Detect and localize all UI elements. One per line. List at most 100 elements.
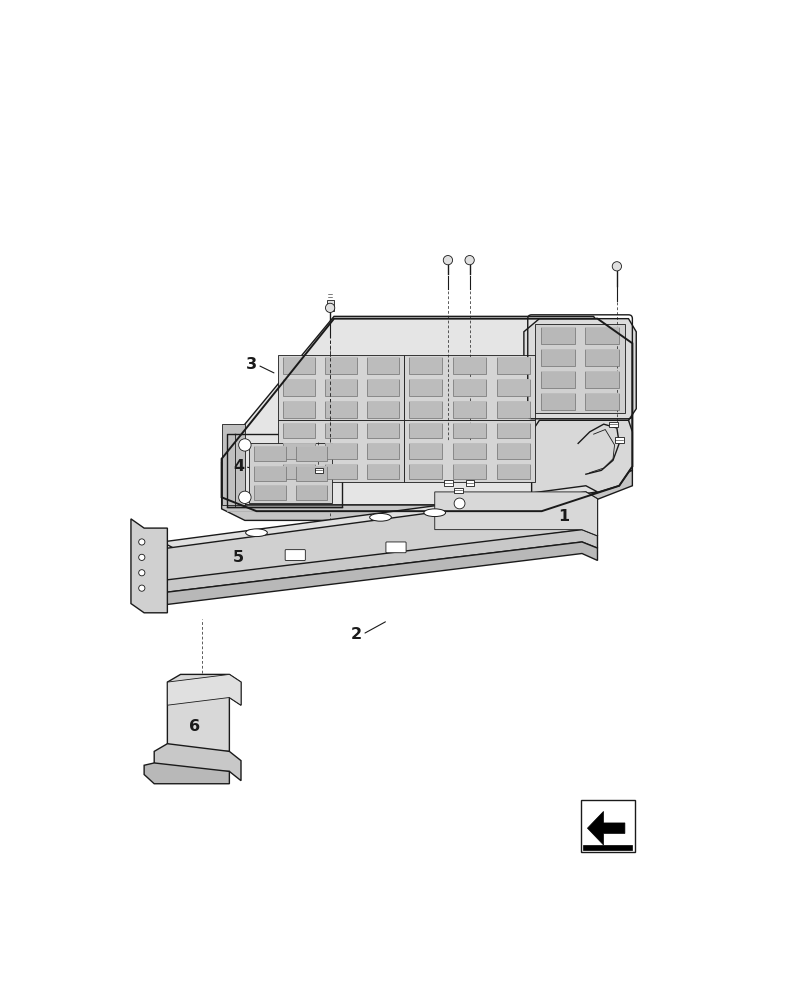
Text: 3: 3 [246,357,256,372]
Polygon shape [585,349,619,366]
Polygon shape [283,401,315,418]
Polygon shape [540,327,574,344]
Polygon shape [585,371,619,388]
Polygon shape [324,443,357,459]
Polygon shape [496,443,530,459]
Polygon shape [161,486,597,549]
Polygon shape [453,464,486,479]
Polygon shape [453,423,486,438]
Polygon shape [409,423,442,438]
Polygon shape [453,401,486,418]
Polygon shape [283,423,315,438]
Polygon shape [283,464,315,479]
Bar [466,480,474,486]
Polygon shape [409,401,442,418]
Ellipse shape [423,509,445,517]
Polygon shape [167,674,241,705]
Polygon shape [154,744,241,781]
Polygon shape [585,327,619,344]
Circle shape [611,262,620,271]
Polygon shape [434,492,597,536]
Polygon shape [144,763,229,784]
Polygon shape [324,401,357,418]
Ellipse shape [246,529,267,537]
Polygon shape [254,485,285,500]
Polygon shape [367,357,398,374]
Polygon shape [523,319,636,470]
Polygon shape [221,424,245,505]
Polygon shape [367,464,398,479]
Circle shape [139,570,144,576]
Polygon shape [283,357,315,374]
Polygon shape [367,379,398,396]
Polygon shape [324,379,357,396]
Polygon shape [295,446,327,461]
Circle shape [453,498,465,509]
Polygon shape [496,357,530,374]
Polygon shape [496,464,530,479]
Polygon shape [403,355,534,420]
Bar [453,488,462,493]
FancyBboxPatch shape [285,550,305,560]
Polygon shape [496,423,530,438]
Polygon shape [161,530,597,593]
Circle shape [238,439,251,451]
Polygon shape [409,464,442,479]
Polygon shape [409,443,442,459]
Polygon shape [534,324,624,413]
Polygon shape [582,845,632,850]
Circle shape [139,554,144,560]
Text: 6: 6 [189,719,200,734]
Polygon shape [324,464,357,479]
Bar [327,300,333,311]
Polygon shape [367,423,398,438]
Bar [444,480,452,486]
Polygon shape [254,446,285,461]
Polygon shape [248,443,332,503]
Polygon shape [453,443,486,459]
Polygon shape [453,379,486,396]
Polygon shape [295,485,327,500]
Text: 1: 1 [558,509,569,524]
Polygon shape [161,542,597,605]
Polygon shape [453,357,486,374]
Polygon shape [221,463,632,520]
Circle shape [139,539,144,545]
Polygon shape [295,466,327,481]
Polygon shape [278,355,403,420]
Polygon shape [540,349,574,366]
Polygon shape [531,420,632,509]
Circle shape [238,491,251,503]
Polygon shape [540,393,574,410]
FancyBboxPatch shape [385,542,406,553]
Polygon shape [409,379,442,396]
Polygon shape [367,401,398,418]
Bar [615,437,623,443]
Polygon shape [167,674,241,751]
Text: 4: 4 [233,459,244,474]
Text: 5: 5 [233,550,244,565]
Circle shape [325,303,334,312]
Polygon shape [283,443,315,459]
Polygon shape [496,379,530,396]
Polygon shape [148,534,161,605]
Polygon shape [161,492,597,586]
Bar [581,800,633,852]
Ellipse shape [369,513,391,521]
Polygon shape [540,371,574,388]
Bar [314,468,323,473]
Polygon shape [403,420,534,482]
Polygon shape [283,379,315,396]
Polygon shape [221,316,632,505]
Polygon shape [324,357,357,374]
Polygon shape [496,401,530,418]
Circle shape [443,256,452,265]
Bar [608,422,617,427]
Polygon shape [278,420,403,482]
Circle shape [465,256,474,265]
Polygon shape [131,519,167,613]
Polygon shape [324,423,357,438]
Polygon shape [254,466,285,481]
Circle shape [139,585,144,591]
Polygon shape [409,357,442,374]
